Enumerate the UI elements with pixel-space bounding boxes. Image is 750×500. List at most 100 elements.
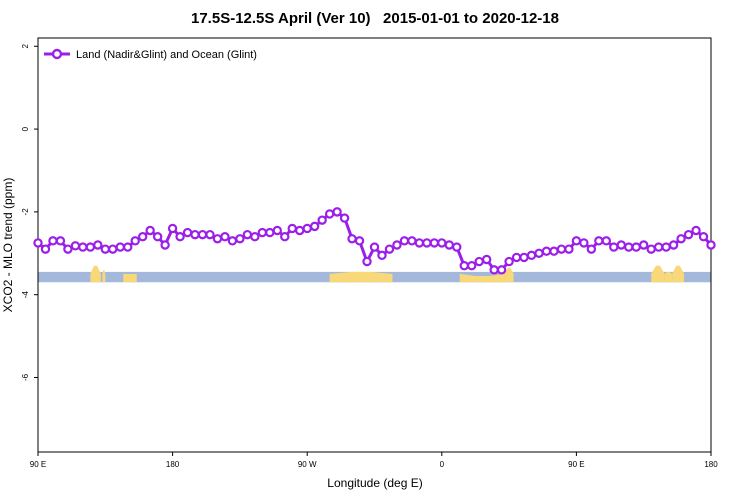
data-point <box>205 229 215 240</box>
data-point <box>227 236 238 246</box>
data-point <box>108 244 118 254</box>
data-point <box>78 242 88 252</box>
chart-title: 17.5S-12.5S April (Ver 10) 2015-01-01 to… <box>191 10 559 27</box>
data-point <box>167 223 178 234</box>
data-point <box>609 242 619 252</box>
data-point <box>474 256 484 267</box>
data-point <box>511 252 522 263</box>
land-segment <box>90 265 101 283</box>
data-point <box>265 227 275 238</box>
data-point <box>160 240 170 250</box>
data-point <box>280 232 290 242</box>
data-point <box>407 236 417 246</box>
data-point <box>220 232 230 242</box>
x-tick-label: 180 <box>166 460 180 469</box>
data-point <box>295 225 305 236</box>
data-point <box>496 265 507 275</box>
data-point <box>631 242 641 252</box>
data-point <box>242 229 253 240</box>
x-tick-label: 90 E <box>30 460 46 469</box>
land-segment <box>672 265 685 283</box>
data-point <box>467 261 477 271</box>
data-point <box>123 242 133 252</box>
data-point <box>362 256 372 267</box>
data-point <box>452 242 462 252</box>
data-point <box>698 232 709 242</box>
data-point <box>257 227 268 238</box>
data-point <box>63 244 73 254</box>
land-segment <box>123 273 137 283</box>
data-point <box>429 238 440 248</box>
data-point <box>40 244 51 254</box>
data-point <box>175 232 185 242</box>
data-point <box>212 234 223 244</box>
data-point <box>339 213 350 223</box>
data-point <box>137 232 148 242</box>
data-point <box>309 221 320 232</box>
y-tick-label: 0 <box>21 126 30 131</box>
x-tick-label: 90 W <box>298 460 317 469</box>
data-point <box>437 238 447 248</box>
data-point <box>287 223 297 234</box>
data-point <box>190 229 200 240</box>
data-point <box>85 242 96 252</box>
data-point <box>691 225 701 236</box>
data-point <box>616 240 626 250</box>
data-point <box>33 238 43 248</box>
data-point <box>519 252 529 263</box>
data-point <box>100 244 111 254</box>
data-point <box>579 238 589 248</box>
data-point <box>646 244 656 254</box>
data-point <box>489 265 499 275</box>
data-point <box>422 238 432 248</box>
data-point <box>152 232 163 242</box>
data-point <box>93 240 103 250</box>
x-tick-label: 90 E <box>568 460 584 469</box>
data-point <box>414 238 425 248</box>
data-point <box>639 240 649 250</box>
legend-label: Land (Nadir&Glint) and Ocean (Glint) <box>76 49 257 61</box>
data-point <box>115 242 125 252</box>
data-point <box>549 246 559 256</box>
data-point <box>594 236 604 246</box>
data-point <box>564 244 574 254</box>
data-point <box>354 236 365 246</box>
data-point <box>683 229 694 240</box>
land-segment <box>102 269 106 283</box>
data-point <box>661 242 671 252</box>
data-point <box>130 236 140 246</box>
data-point <box>541 246 552 256</box>
data-point <box>347 234 357 244</box>
data-point <box>48 236 58 246</box>
data-point <box>571 236 582 246</box>
data-point <box>706 240 716 250</box>
land-segment <box>329 271 393 283</box>
data-point <box>399 236 410 246</box>
data-point <box>653 242 664 252</box>
data-point <box>324 209 335 219</box>
data-point <box>317 215 327 225</box>
data-point <box>235 234 245 244</box>
x-tick-label: 180 <box>704 460 718 469</box>
y-tick-label: 2 <box>21 44 30 49</box>
x-tick-label: 0 <box>440 460 445 469</box>
data-point <box>676 234 686 244</box>
data-point <box>369 242 380 252</box>
data-point <box>459 261 469 271</box>
y-tick-label: -6 <box>21 373 30 381</box>
data-point <box>332 207 342 217</box>
data-point <box>55 236 66 246</box>
data-point <box>272 225 282 236</box>
data-point <box>504 256 514 267</box>
data-point <box>526 250 537 261</box>
data-point <box>250 232 260 242</box>
data-point <box>377 250 387 261</box>
data-point <box>624 242 634 252</box>
data-point <box>197 229 208 240</box>
data-point <box>145 225 155 236</box>
x-axis-label: Longitude (deg E) <box>327 476 423 490</box>
land-segment <box>504 267 514 283</box>
land-segment <box>664 271 673 283</box>
